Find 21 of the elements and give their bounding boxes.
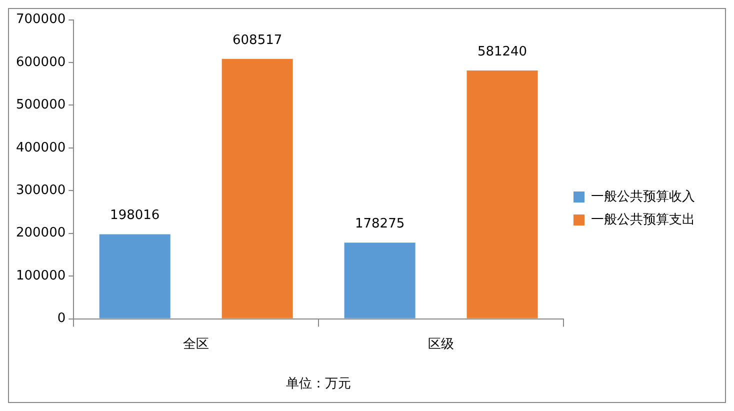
bar bbox=[466, 70, 538, 318]
bar bbox=[99, 234, 170, 318]
y-tick-label: 0 bbox=[57, 311, 66, 326]
y-tick-label: 100000 bbox=[16, 268, 66, 284]
y-tick-label: 300000 bbox=[16, 183, 66, 198]
y-tick-label: 400000 bbox=[16, 140, 66, 156]
legend-label: 一般公共预算收入 bbox=[591, 189, 695, 204]
y-tick-label: 600000 bbox=[16, 54, 66, 70]
bar bbox=[222, 58, 293, 318]
x-axis-title: 单位：万元 bbox=[286, 376, 352, 392]
y-tick-label: 700000 bbox=[16, 12, 66, 28]
data-label: 178275 bbox=[354, 216, 405, 232]
bar bbox=[344, 242, 416, 318]
data-label: 198016 bbox=[110, 208, 160, 224]
data-label: 581240 bbox=[477, 44, 528, 60]
x-tick-label: 区级 bbox=[428, 336, 454, 352]
y-tick-label: 500000 bbox=[16, 98, 66, 113]
x-tick-label: 全区 bbox=[183, 336, 210, 352]
legend-label: 一般公共预算支出 bbox=[591, 212, 695, 228]
data-label: 608517 bbox=[232, 32, 282, 48]
y-tick-label: 200000 bbox=[16, 226, 66, 241]
